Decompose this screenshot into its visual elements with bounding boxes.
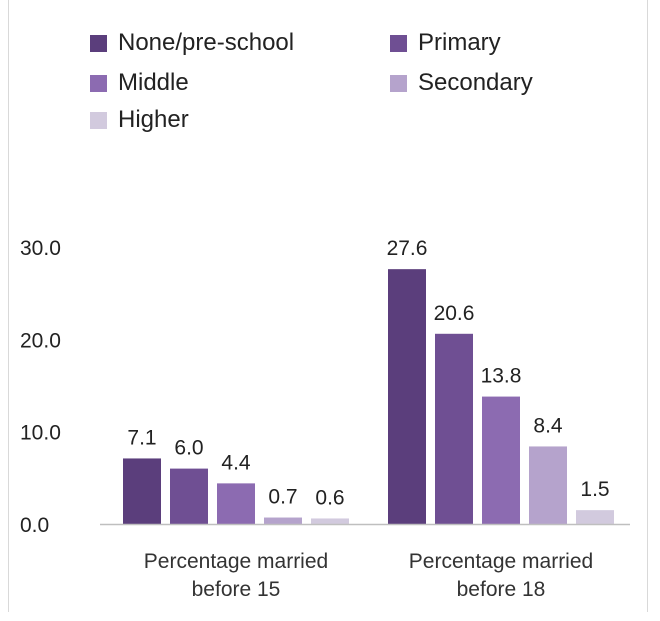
legend-label-higher: Higher (118, 106, 189, 133)
data-label: 20.6 (434, 302, 475, 325)
data-label: 27.6 (387, 237, 428, 260)
bar-none-pre-school-2 (388, 269, 426, 524)
chart-frame (8, 0, 648, 612)
data-label: 0.7 (268, 486, 297, 509)
legend-swatch-secondary (390, 75, 407, 92)
bar-none-pre-school-1 (123, 458, 161, 524)
data-label: 1.5 (580, 478, 609, 501)
bar-primary-2 (435, 333, 473, 524)
data-label: 7.1 (127, 426, 156, 449)
legend-label-none-pre-school: None/pre-school (118, 29, 294, 56)
y-tick-label: 20.0 (20, 329, 61, 352)
bar-middle-1 (217, 483, 255, 524)
legend-swatch-higher (90, 112, 107, 129)
y-tick-label: 0.0 (20, 514, 49, 537)
bar-higher-1 (311, 518, 349, 524)
bar-higher-2 (576, 510, 614, 524)
y-tick-label: 30.0 (20, 237, 61, 260)
x-category-label: Percentage married (144, 550, 328, 573)
y-tick-label: 10.0 (20, 422, 61, 445)
legend-label-primary: Primary (418, 29, 501, 56)
bar-primary-1 (170, 468, 208, 524)
x-category-label: before 15 (192, 578, 281, 601)
legend-swatch-middle (90, 75, 107, 92)
data-label: 6.0 (174, 437, 203, 460)
legend-swatch-none-pre-school (90, 35, 107, 52)
data-label: 4.4 (221, 451, 251, 474)
bar-middle-2 (482, 396, 520, 524)
data-label: 13.8 (481, 365, 522, 388)
legend-swatch-primary (390, 35, 407, 52)
data-label: 0.6 (315, 486, 344, 509)
x-category-label: Percentage married (409, 550, 593, 573)
legend-label-middle: Middle (118, 69, 189, 96)
legend-label-secondary: Secondary (418, 69, 533, 96)
data-label: 8.4 (533, 414, 563, 437)
bar-secondary-1 (264, 517, 302, 524)
bar-secondary-2 (529, 446, 567, 524)
x-category-label: before 18 (457, 578, 546, 601)
